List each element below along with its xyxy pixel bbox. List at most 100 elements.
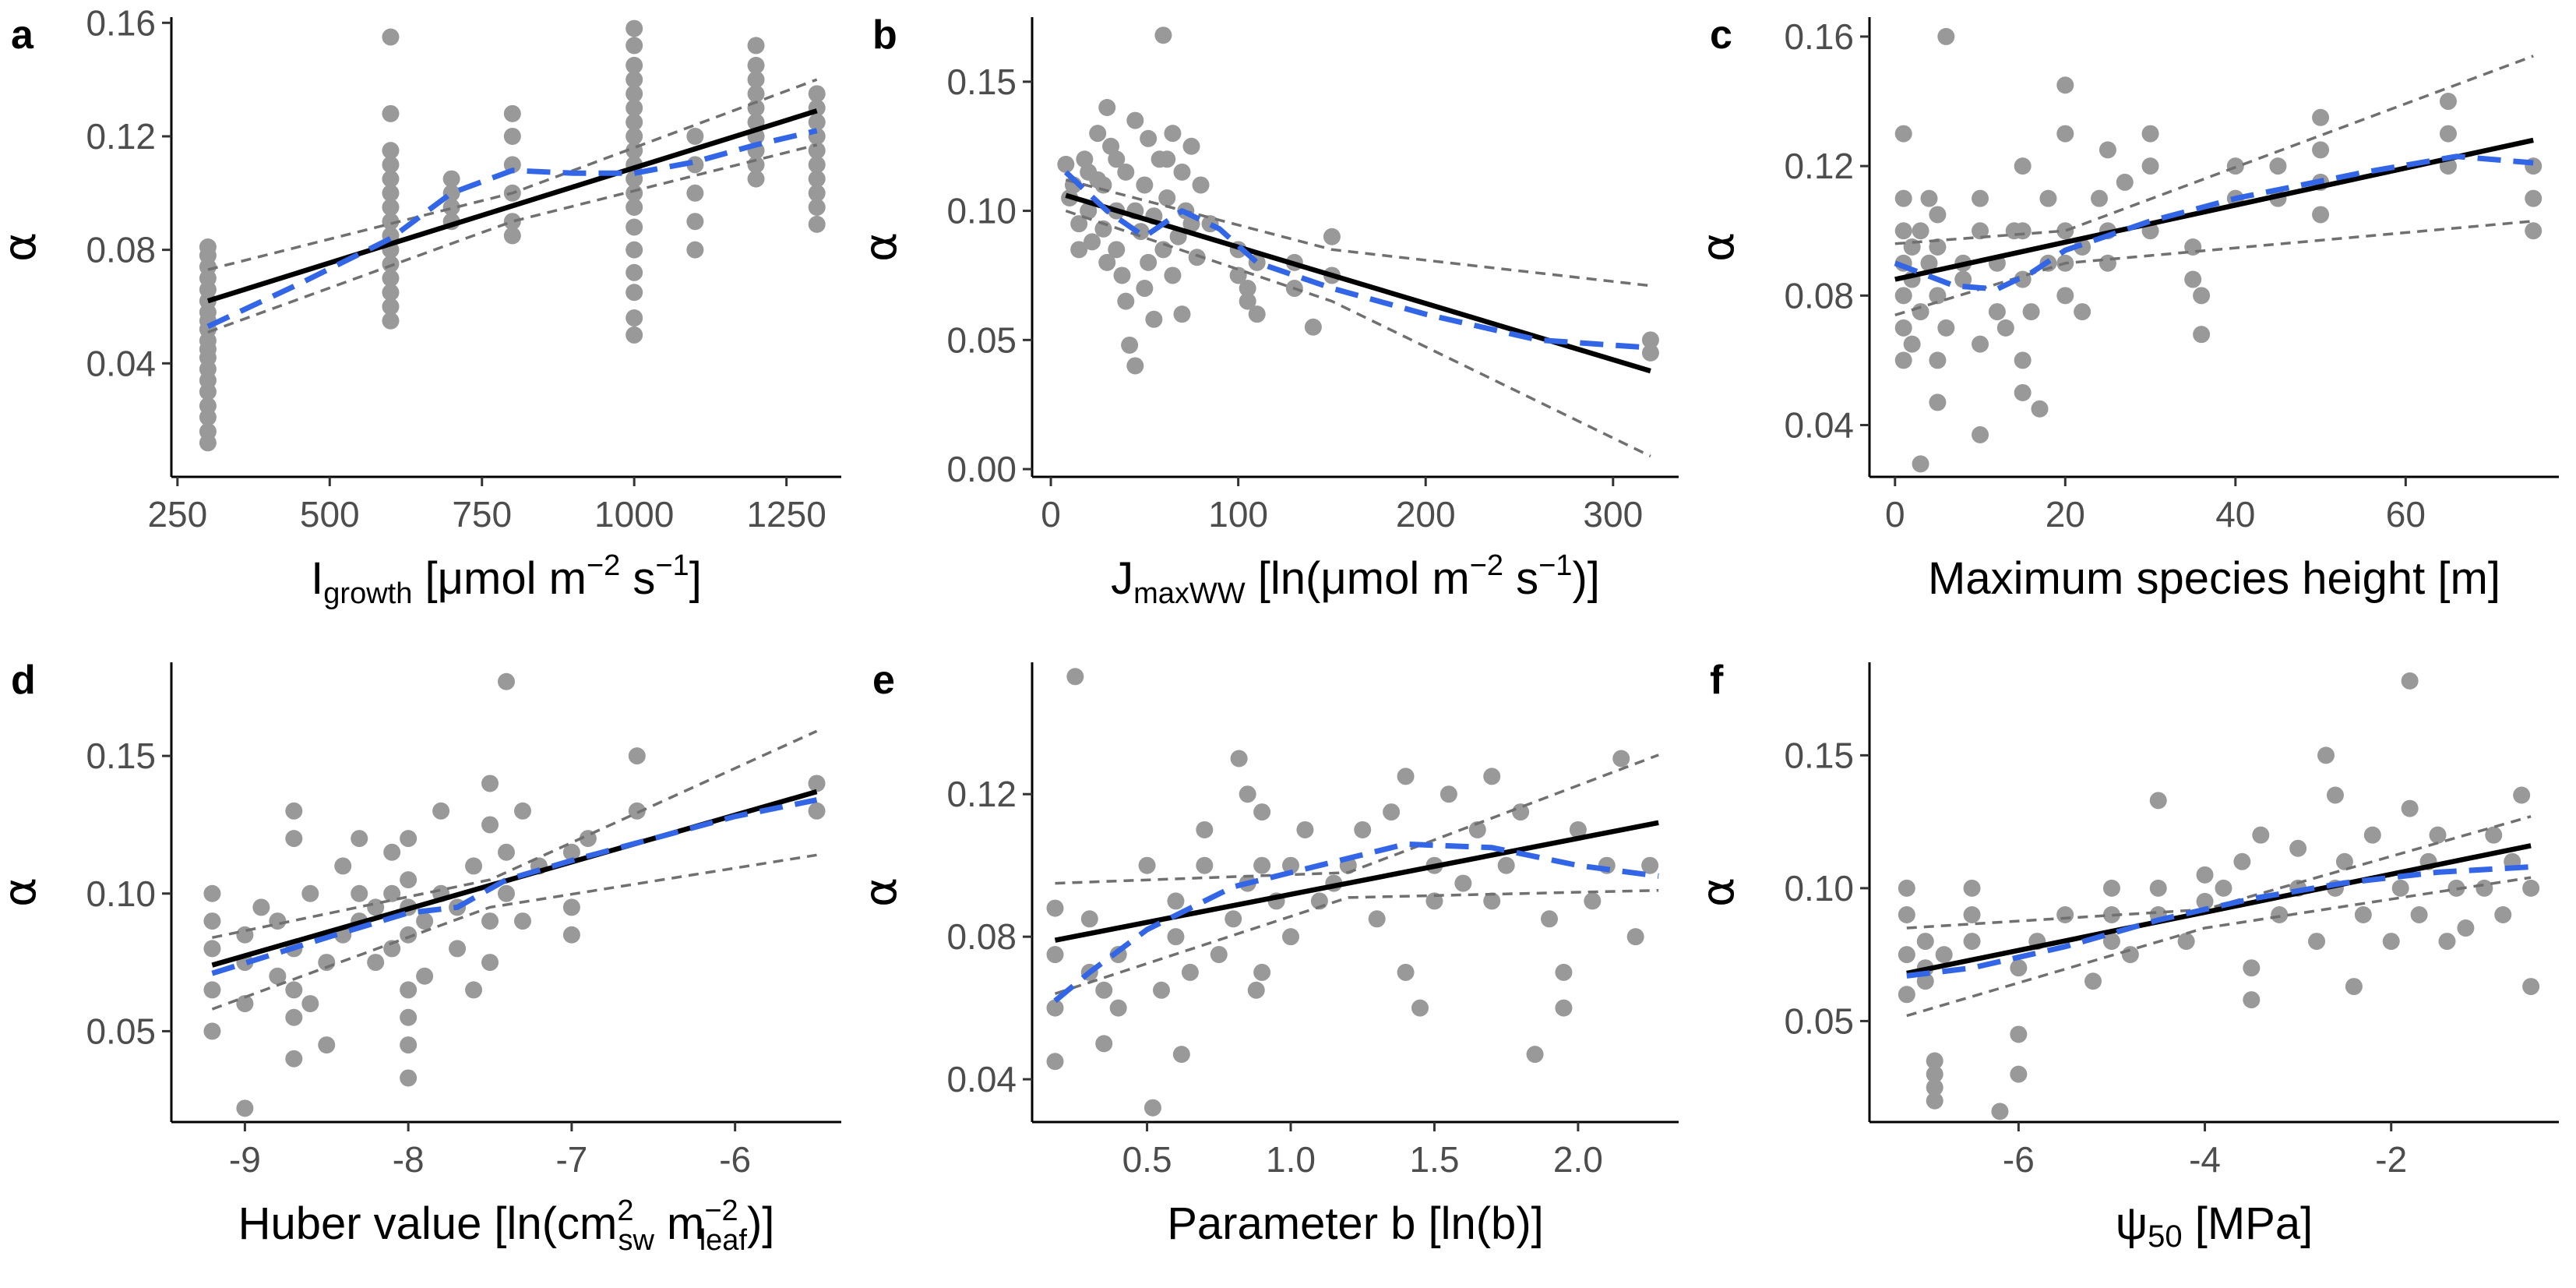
data-point (1095, 981, 1113, 999)
panel-a: 0.04 0.08 0.12 0.16 250 500 750 1000 1250 a α Igrow… (0, 2, 841, 610)
data-point (503, 104, 521, 122)
y-tick-label: 0.00 (946, 449, 1017, 489)
x-tick-label: 1.5 (1409, 1139, 1459, 1180)
data-point (1046, 1053, 1064, 1071)
x-axis-title: Maximum species height [m] (1928, 553, 2500, 604)
data-point (1304, 318, 1322, 336)
data-point (2233, 852, 2251, 870)
data-point (1929, 287, 1947, 305)
data-point (2102, 879, 2120, 897)
data-point (2141, 157, 2159, 175)
data-point (1912, 455, 1929, 473)
x-tick-label: 60 (2386, 494, 2426, 535)
ci-upper-line (207, 78, 818, 271)
data-point (1076, 150, 1094, 168)
data-point (1641, 344, 1659, 362)
data-point (2326, 786, 2344, 804)
data-point (1117, 292, 1135, 310)
data-point (562, 926, 580, 944)
data-point (285, 1008, 303, 1026)
data-point (2039, 189, 2057, 207)
x-tick-label: -8 (393, 1139, 425, 1180)
data-point (498, 884, 515, 902)
regression-line (211, 789, 818, 968)
data-point (2401, 672, 2419, 690)
data-point (1196, 820, 1214, 838)
data-point (503, 213, 521, 231)
data-point (1569, 820, 1587, 838)
data-point (203, 981, 221, 999)
data-point (1926, 1065, 1943, 1083)
data-point (1239, 292, 1256, 310)
data-point (1912, 303, 1929, 321)
data-point (1153, 981, 1170, 999)
data-point (2193, 287, 2211, 305)
data-point (2177, 933, 2195, 951)
data-point (1140, 253, 1158, 271)
data-point (1282, 856, 1299, 874)
data-point (2102, 905, 2120, 923)
data-point (747, 170, 765, 188)
data-point (808, 775, 826, 792)
data-point (1083, 233, 1101, 251)
data-point (383, 884, 401, 902)
y-tick-label: 0.04 (86, 343, 156, 383)
data-point (1138, 856, 1156, 874)
data-point (334, 857, 352, 875)
data-point (1972, 222, 1989, 240)
data-point (2031, 400, 2049, 418)
data-point (465, 857, 483, 875)
y-axis-title: α (0, 877, 46, 907)
data-point (2252, 826, 2270, 844)
data-point (2522, 978, 2540, 996)
data-point (2525, 222, 2543, 240)
data-point (449, 940, 467, 958)
data-point (1963, 933, 1981, 951)
data-point (1192, 176, 1210, 194)
x-tick-label: 0 (1041, 494, 1061, 535)
panel-letter: f (1710, 658, 1724, 703)
regression-line (1065, 192, 1651, 374)
data-point (1397, 963, 1415, 981)
data-point (808, 215, 826, 233)
x-tick-label: 1.0 (1266, 1139, 1316, 1180)
data-point (1253, 963, 1271, 981)
data-point (1894, 351, 1912, 369)
data-point (498, 672, 515, 690)
data-point (1167, 928, 1185, 946)
data-point (1541, 910, 1558, 928)
data-point (625, 56, 643, 74)
data-point (1046, 899, 1064, 917)
panel-c: 0.04 0.08 0.12 0.16 0 20 40 60 c α Maximum species… (1691, 12, 2559, 604)
data-point (1172, 1046, 1190, 1064)
data-point (1080, 202, 1098, 220)
data-point (1282, 928, 1299, 946)
data-point (562, 898, 580, 916)
data-point (2363, 826, 2381, 844)
data-point (2525, 189, 2543, 207)
data-point (1046, 946, 1064, 964)
data-point (1323, 228, 1341, 245)
data-point (1080, 163, 1098, 181)
data-point (562, 843, 580, 861)
x-tick-label: -4 (2189, 1139, 2221, 1180)
data-point (1057, 155, 1075, 173)
y-tick-label: 0.05 (946, 319, 1017, 360)
smooth-trend-line (1894, 154, 2534, 292)
data-point (1937, 319, 1955, 337)
data-point (1239, 785, 1256, 803)
data-point (2141, 125, 2159, 143)
data-point (367, 954, 385, 972)
data-point (1173, 163, 1191, 181)
data-point (1164, 125, 1182, 143)
data-point (2056, 76, 2074, 94)
data-point (301, 884, 319, 902)
x-tick-label: 1250 (746, 494, 826, 535)
data-point (203, 912, 221, 930)
data-point (1929, 351, 1947, 369)
data-point (1095, 1035, 1113, 1053)
data-point (1098, 99, 1116, 117)
data-point (1929, 206, 1947, 224)
data-point (2149, 879, 2167, 897)
data-point (382, 170, 400, 188)
